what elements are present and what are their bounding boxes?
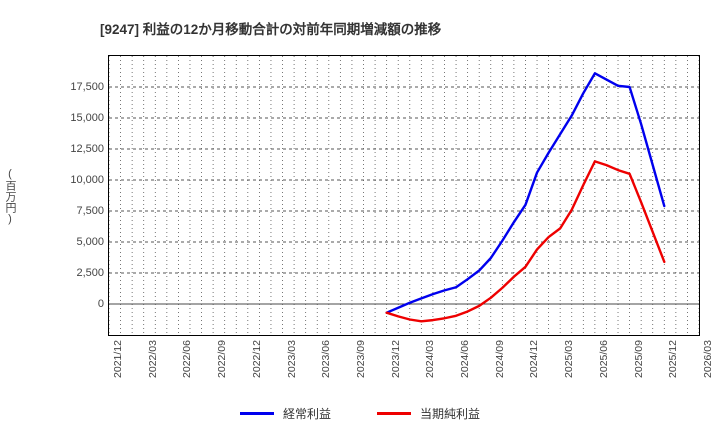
x-tick-label: 2024/03: [424, 340, 437, 378]
legend-swatch-keijo-rieki: [239, 412, 274, 415]
x-tick-label: 2023/03: [285, 340, 298, 378]
chart-title: [9247] 利益の12か月移動合計の対前年同期増減額の推移: [100, 22, 442, 37]
x-tick-label: 2025/06: [597, 340, 610, 378]
y-tick-label: 5,000: [76, 236, 104, 248]
y-tick-label: 12,500: [70, 143, 104, 155]
y-tick-label: 2,500: [76, 267, 104, 279]
x-tick-label: 2021/12: [112, 340, 124, 378]
y-axis-tick-labels: 17,500 15,000 12,500 10,000 7,500 5,000 2,500 0: [38, 55, 104, 336]
x-tick-label: 2025/03: [563, 340, 576, 378]
x-tick-label: 2022/09: [216, 340, 229, 378]
x-tick-label: 2022/12: [250, 340, 263, 378]
x-tick-label: 2025/12: [667, 340, 680, 378]
data-series-group: [385, 72, 666, 323]
plot-svg: [109, 56, 699, 335]
y-tick-label: 17,500: [70, 81, 104, 93]
y-tick-label: 7,500: [76, 205, 104, 217]
x-tick-label: 2024/06: [459, 340, 472, 378]
plot-area: [108, 55, 700, 336]
legend-swatch-toki-jun-rieki: [377, 412, 411, 415]
x-tick-label: 2022/06: [181, 340, 194, 378]
x-tick-label: 2022/03: [146, 340, 159, 378]
series-line-keijo-rieki: [385, 72, 666, 314]
x-tick-label: 2024/09: [493, 340, 506, 378]
vertical-gridlines: [109, 56, 699, 335]
x-tick-label: 2023/06: [320, 340, 333, 378]
legend-item-toki-jun-rieki[interactable]: 当期純利益: [377, 405, 480, 422]
x-tick-label: 2023/09: [354, 340, 367, 378]
x-tick-label: 2023/12: [389, 340, 402, 378]
legend-label-keijo-rieki: 経常利益: [282, 407, 331, 421]
x-tick-label: 2024/12: [528, 340, 541, 378]
x-axis-tick-labels: 2021/12 2022/03 2022/06 2022/09 2022/12 2023/…: [108, 340, 714, 404]
y-axis-title: (百万円): [4, 168, 16, 225]
legend-label-toki-jun-rieki: 当期純利益: [420, 407, 481, 421]
series-line-toki-jun-rieki: [385, 160, 666, 323]
y-tick-label: 15,000: [70, 112, 104, 124]
chart-legend: 経常利益 当期純利益: [0, 405, 720, 422]
horizontal-gridlines: [109, 86, 699, 274]
x-tick-label: 2025/09: [632, 340, 645, 378]
y-tick-label: 0: [97, 298, 104, 310]
y-tick-label: 10,000: [70, 174, 104, 186]
x-tick-label: 2026/03: [702, 340, 714, 378]
legend-item-keijo-rieki[interactable]: 経常利益: [239, 405, 331, 422]
